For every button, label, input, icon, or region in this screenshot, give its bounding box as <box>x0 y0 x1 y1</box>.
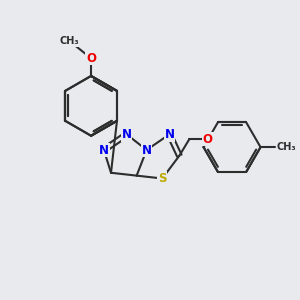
Text: S: S <box>158 172 166 185</box>
Text: N: N <box>99 143 109 157</box>
Text: N: N <box>164 128 174 141</box>
Text: N: N <box>142 143 152 157</box>
Text: N: N <box>122 128 132 141</box>
Text: O: O <box>86 52 96 65</box>
Text: CH₃: CH₃ <box>60 36 80 46</box>
Text: CH₃: CH₃ <box>276 142 296 152</box>
Text: O: O <box>203 133 213 146</box>
